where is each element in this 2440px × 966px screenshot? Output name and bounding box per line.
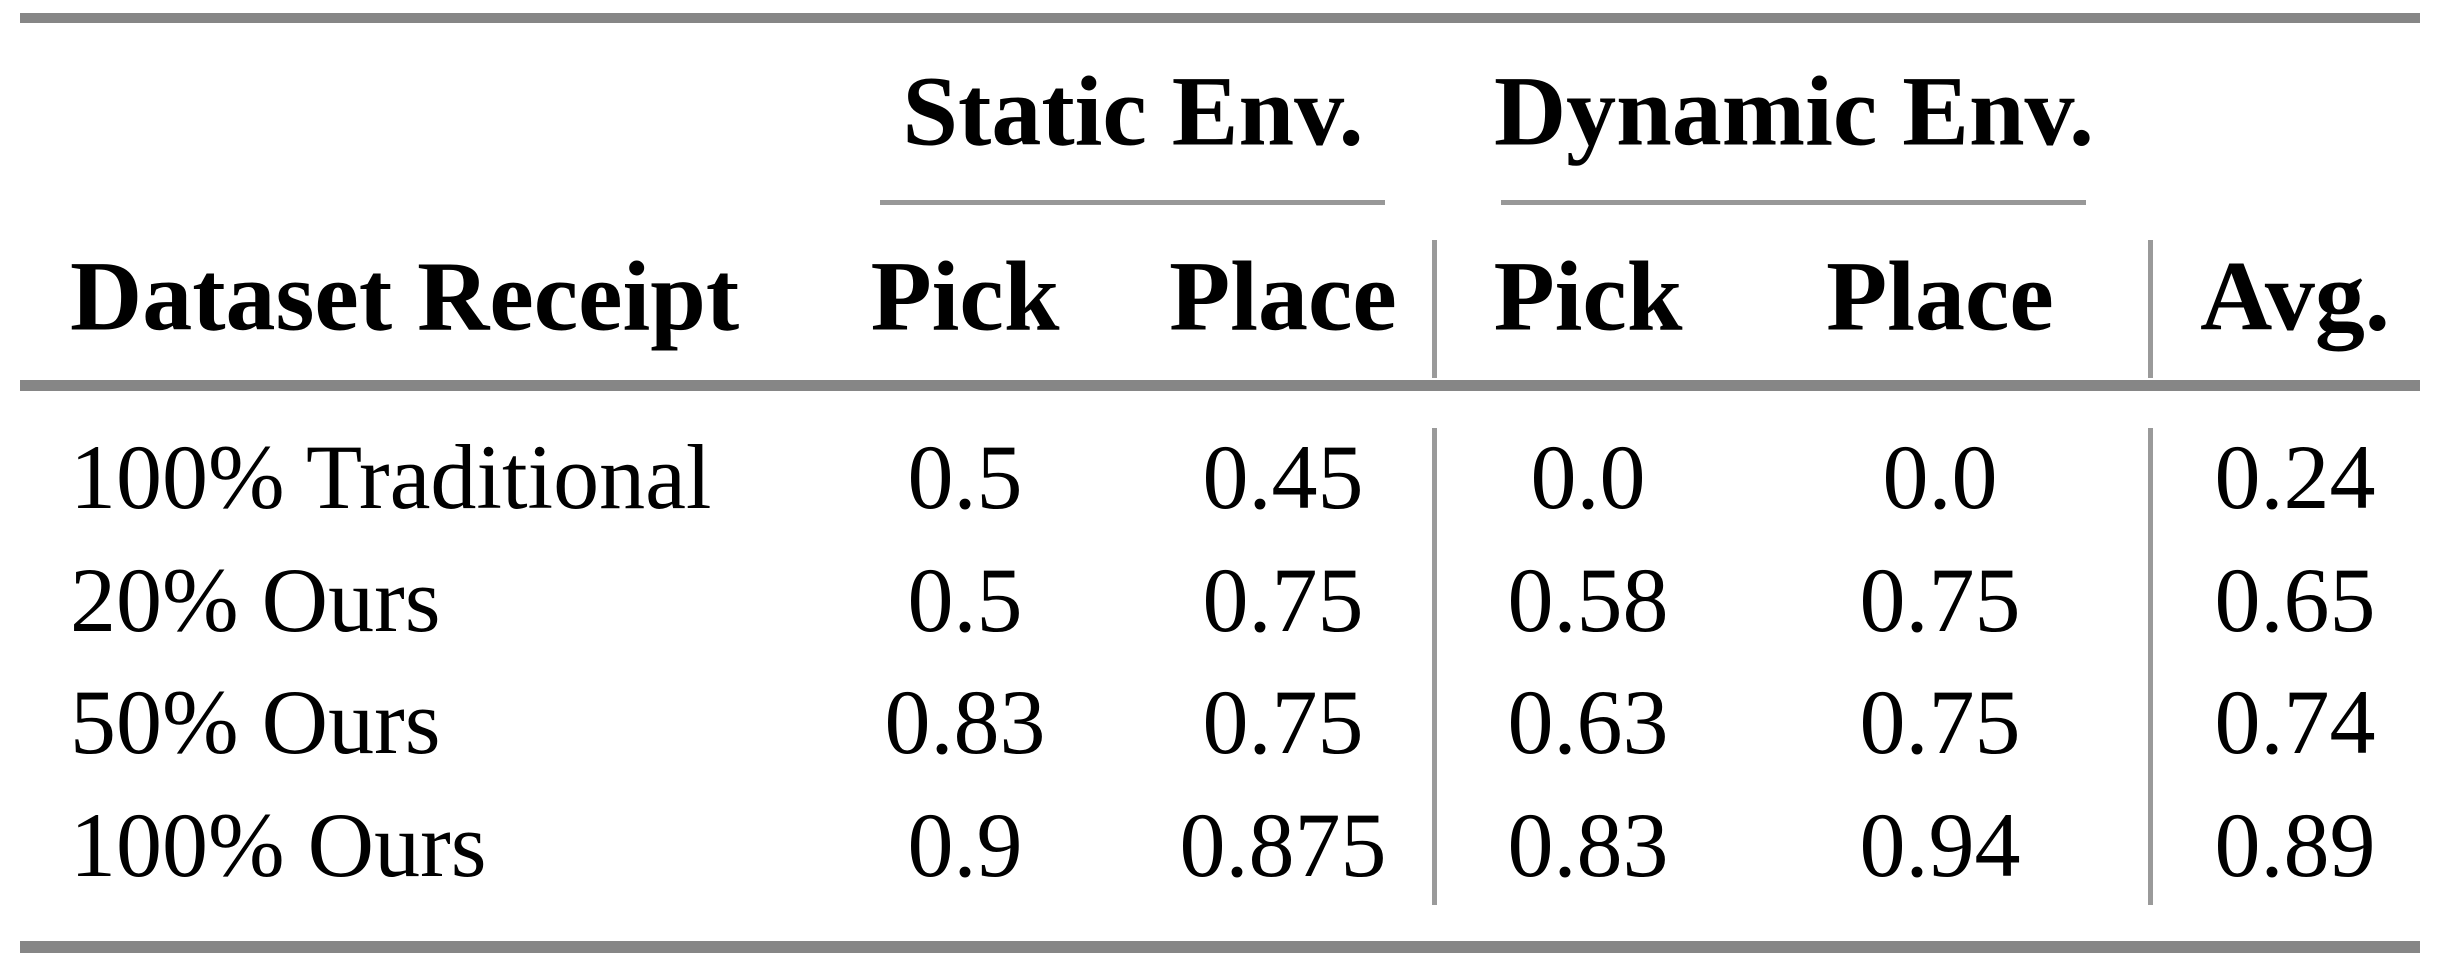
col-separator-1-body: [1432, 428, 1437, 905]
header-dataset-receipt: Dataset Receipt: [70, 240, 740, 352]
header-avg: Avg.: [2200, 240, 2390, 352]
table-cell: 0.875: [1179, 794, 1387, 896]
header-dynamic-place: Place: [1826, 240, 2054, 352]
header-dynamic-pick: Pick: [1493, 240, 1683, 352]
top-rule: [20, 13, 2420, 23]
row-label: 20% Ours: [70, 549, 441, 651]
table-cell: 0.75: [1859, 671, 2021, 773]
column-group-static-env: Static Env.: [902, 55, 1364, 167]
table-cell: 0.5: [907, 549, 1023, 651]
col-separator-2-body: [2148, 428, 2153, 905]
table-cell: 0.45: [1202, 426, 1364, 528]
table-cell: 0.83: [1507, 794, 1669, 896]
table-cell: 0.75: [1859, 549, 2021, 651]
table-cell: 0.63: [1507, 671, 1669, 773]
table-cell: 0.75: [1202, 671, 1364, 773]
col-separator-2-header: [2148, 240, 2153, 378]
table-cell: 0.24: [2214, 426, 2376, 528]
cmidrule-dynamic-env: [1501, 200, 2086, 205]
table-cell: 0.0: [1882, 426, 1998, 528]
table-cell: 0.65: [2214, 549, 2376, 651]
table-cell: 0.94: [1859, 794, 2021, 896]
table-cell: 0.74: [2214, 671, 2376, 773]
table-cell: 0.9: [907, 794, 1023, 896]
cmidrule-static-env: [880, 200, 1385, 205]
table-cell: 0.83: [884, 671, 1046, 773]
table-cell: 0.89: [2214, 794, 2376, 896]
row-label: 100% Ours: [70, 794, 487, 896]
table-cell: 0.75: [1202, 549, 1364, 651]
table-cell: 0.0: [1530, 426, 1646, 528]
table-cell: 0.5: [907, 426, 1023, 528]
row-label: 50% Ours: [70, 671, 441, 773]
table-cell: 0.58: [1507, 549, 1669, 651]
row-label: 100% Traditional: [70, 426, 712, 528]
header-static-place: Place: [1169, 240, 1397, 352]
mid-rule: [20, 380, 2420, 391]
header-static-pick: Pick: [870, 240, 1060, 352]
column-group-dynamic-env: Dynamic Env.: [1493, 55, 2095, 167]
bottom-rule: [20, 941, 2420, 953]
col-separator-1-header: [1432, 240, 1437, 378]
